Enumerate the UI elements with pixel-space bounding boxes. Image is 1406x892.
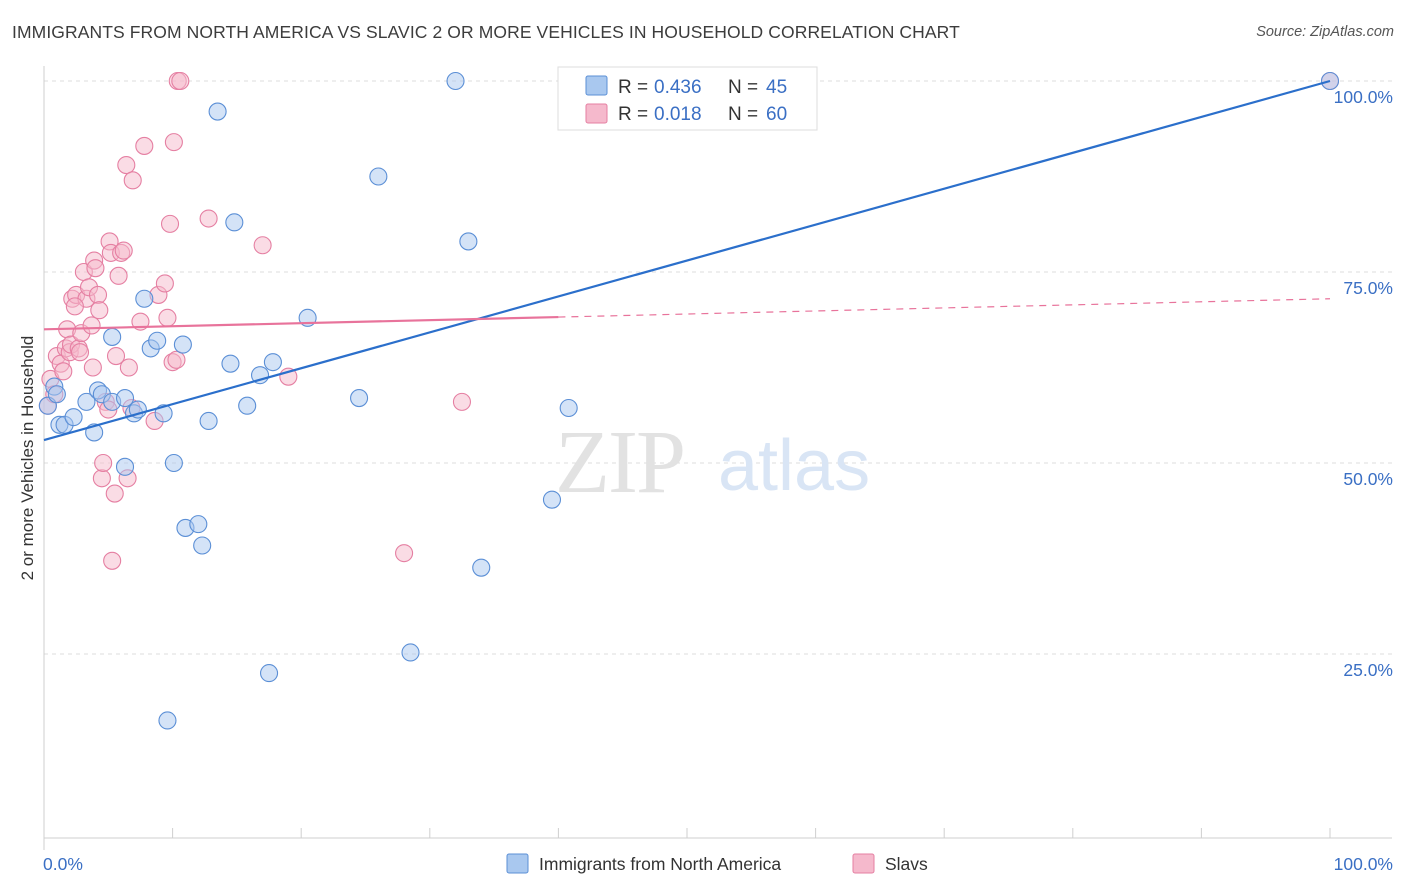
data-point	[83, 358, 102, 377]
stats-n-value-2: 60	[766, 104, 787, 125]
data-point	[105, 484, 124, 503]
data-point	[103, 551, 122, 570]
data-point	[199, 411, 218, 431]
y-tick-label: 50.0%	[1343, 469, 1393, 489]
data-point	[86, 259, 105, 278]
data-point	[238, 396, 257, 415]
data-point	[119, 358, 138, 377]
watermark-atlas: atlas	[718, 426, 870, 506]
y-tick-label: 25.0%	[1343, 660, 1393, 680]
data-point	[164, 453, 183, 473]
data-point	[395, 544, 414, 563]
svg-text:R = 0.436 N =: R = 0.436 N = 45 R = 0.018 N = 60	[618, 77, 792, 125]
data-point	[171, 71, 190, 91]
data-point	[193, 536, 212, 555]
legend-blue-swatch	[506, 853, 529, 874]
data-point	[164, 133, 183, 152]
data-point	[54, 362, 73, 381]
data-point	[90, 301, 109, 320]
data-point	[259, 664, 279, 683]
series-legend: Immigrants from North America Slavs	[506, 853, 928, 874]
y-tick-label: 75.0%	[1343, 278, 1393, 298]
data-point	[94, 453, 113, 473]
data-point	[225, 213, 244, 232]
data-point	[148, 331, 167, 350]
data-point	[115, 457, 135, 476]
data-point	[167, 350, 186, 369]
trend-lines	[43, 79, 1331, 442]
data-point	[92, 469, 111, 488]
data-point	[401, 643, 420, 662]
data-point	[106, 346, 126, 366]
data-point	[70, 343, 90, 362]
watermark: ZIP atlas	[555, 413, 870, 512]
series-immigrants-points	[38, 71, 1340, 730]
legend-label-immigrants: Immigrants from North America	[539, 854, 781, 874]
y-tick-label: 100.0%	[1334, 87, 1393, 107]
trend-line-slavs	[43, 315, 559, 331]
data-point	[109, 266, 128, 285]
data-point	[199, 209, 218, 228]
data-point	[446, 71, 465, 91]
data-point	[472, 558, 491, 577]
data-point	[77, 392, 96, 411]
gridlines	[44, 80, 1392, 655]
stats-n-label-1: N =	[728, 77, 763, 98]
data-point	[459, 232, 478, 251]
data-point	[452, 392, 472, 411]
data-point	[135, 136, 154, 155]
data-point	[47, 385, 66, 404]
data-point	[221, 354, 240, 373]
y-axis-label: 2 or more Vehicles in Household	[18, 336, 37, 581]
data-point	[542, 490, 562, 509]
y-tick-labels: 25.0% 50.0% 75.0% 100.0%	[1334, 87, 1393, 680]
data-point	[559, 398, 578, 418]
trend-line-slavs-extension	[558, 298, 1331, 318]
data-point	[158, 308, 177, 327]
data-point	[115, 389, 135, 408]
data-point	[253, 236, 272, 255]
trend-line-immigrants	[43, 79, 1331, 442]
legend-label-slavs: Slavs	[885, 854, 928, 874]
data-point	[160, 214, 180, 233]
legend-pink-swatch	[852, 853, 875, 874]
stats-r-label-2: R =	[618, 104, 653, 125]
data-point	[135, 289, 154, 308]
stats-legend-blue-swatch	[585, 75, 608, 96]
chart-title: IMMIGRANTS FROM NORTH AMERICA VS SLAVIC …	[12, 22, 960, 42]
source-label: Source: ZipAtlas.com	[1256, 24, 1394, 40]
axes	[43, 66, 1392, 850]
data-point	[64, 408, 83, 427]
data-point	[208, 102, 227, 121]
data-point	[114, 241, 133, 260]
data-point	[154, 404, 173, 423]
watermark-zip: ZIP	[555, 413, 684, 512]
series-slavs-points	[38, 71, 1340, 570]
data-point	[88, 285, 108, 304]
data-point	[350, 389, 369, 408]
stats-r-value-1: 0.436	[654, 77, 702, 98]
stats-n-value-1: 45	[766, 77, 787, 98]
data-point	[173, 335, 192, 354]
data-point	[103, 327, 122, 346]
data-point	[82, 316, 101, 335]
stats-n-label-2: N =	[728, 104, 763, 125]
data-point	[369, 167, 388, 186]
stats-legend-pink-swatch	[585, 103, 608, 124]
data-point	[117, 155, 136, 175]
data-point	[65, 297, 84, 316]
x-tick-label: 100.0%	[1334, 854, 1393, 874]
stats-r-value-2: 0.018	[654, 104, 702, 125]
data-point	[155, 274, 174, 293]
x-tick-label: 0.0%	[43, 854, 83, 874]
data-point	[158, 711, 177, 730]
data-point	[123, 171, 142, 190]
x-tick-labels: 0.0% 100.0%	[43, 854, 1393, 874]
stats-r-label-1: R =	[618, 77, 653, 98]
data-point	[189, 515, 208, 534]
stats-legend: R = 0.436 N = 45 R = 0.018 N = 60	[557, 66, 818, 131]
data-point	[263, 353, 282, 372]
